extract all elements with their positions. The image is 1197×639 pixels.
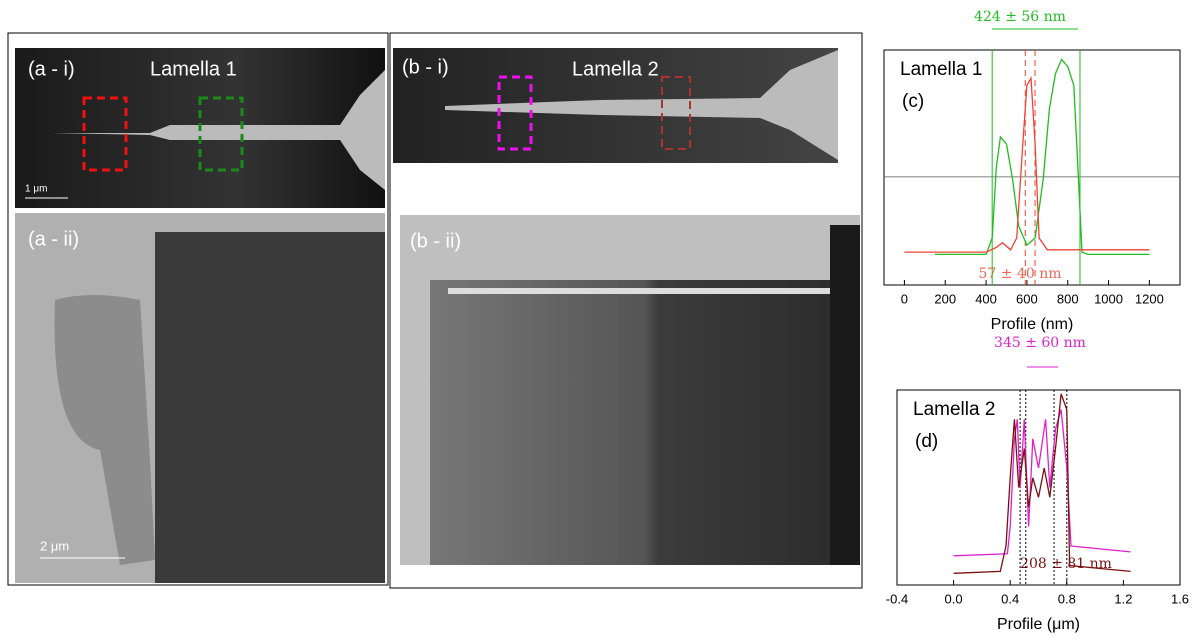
x-tick-label: -0.4 <box>886 591 908 606</box>
profile-line <box>954 410 1131 556</box>
x-tick-label: 200 <box>934 291 956 306</box>
tem-layer <box>448 288 848 294</box>
panel-label: (b - i) <box>402 56 449 78</box>
x-tick-label: 1000 <box>1094 291 1123 306</box>
tem-edge <box>830 225 860 565</box>
chart-title: Lamella 2 <box>913 399 995 420</box>
annotation: 345 ± 60 nm <box>994 335 1086 351</box>
profile-line <box>904 78 1149 252</box>
panel-label: (d) <box>915 431 938 452</box>
tem-block <box>155 232 385 583</box>
x-tick-label: 1.2 <box>1114 591 1132 606</box>
image-title: Lamella 2 <box>572 58 659 80</box>
x-tick-label: 800 <box>1057 291 1079 306</box>
chart-title: Lamella 1 <box>900 59 982 80</box>
x-tick-label: 0.0 <box>945 591 963 606</box>
scale-label: 1 μm <box>25 184 47 195</box>
annotation: 424 ± 56 nm <box>974 9 1066 25</box>
scale-label: 2 μm <box>40 538 69 553</box>
x-tick-label: 1200 <box>1135 291 1164 306</box>
panel-label: (c) <box>902 91 924 112</box>
figure: (a - i) Lamella 1 1 μm (a - ii) 2 μm (b … <box>0 0 1197 634</box>
annotation: 57 ± 40 nm <box>978 266 1061 282</box>
panel-label: (a - i) <box>28 58 75 80</box>
profile-line <box>954 394 1131 573</box>
x-tick-label: 0.8 <box>1058 591 1076 606</box>
x-tick-label: 1.6 <box>1171 591 1189 606</box>
x-tick-label: 0.4 <box>1001 591 1019 606</box>
panel-label: (a - ii) <box>28 228 79 250</box>
tem-block <box>430 280 860 565</box>
annotation: 208 ± 81 nm <box>1020 556 1112 572</box>
panel-label: (b - ii) <box>410 230 461 252</box>
x-axis-label: Profile (μm) <box>997 616 1080 633</box>
image-title: Lamella 1 <box>150 58 237 80</box>
x-tick-label: 600 <box>1016 291 1038 306</box>
x-axis-label: Profile (nm) <box>991 316 1074 333</box>
x-tick-label: 400 <box>975 291 997 306</box>
x-tick-label: 0 <box>901 291 908 306</box>
profile-line <box>935 59 1149 254</box>
